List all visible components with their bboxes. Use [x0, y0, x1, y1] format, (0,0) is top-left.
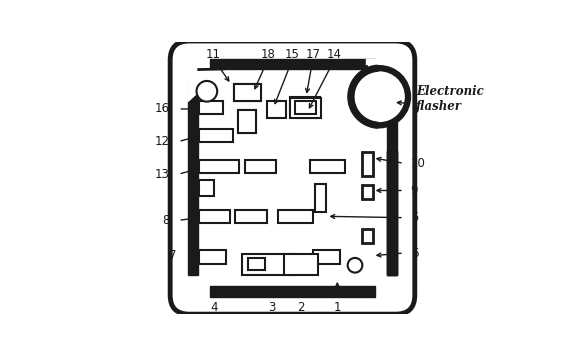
Bar	[210, 59, 376, 69]
Text: Electronic
flasher: Electronic flasher	[416, 85, 484, 113]
Polygon shape	[188, 69, 223, 102]
Bar	[313, 250, 340, 264]
Text: 4: 4	[210, 301, 217, 314]
Bar	[290, 98, 321, 119]
Text: 9: 9	[411, 184, 418, 197]
Bar	[362, 152, 373, 175]
Text: 14: 14	[327, 48, 342, 61]
Bar	[199, 180, 214, 196]
Text: 16: 16	[154, 102, 169, 115]
Bar	[295, 101, 316, 114]
Bar	[387, 80, 397, 275]
Bar	[245, 160, 276, 173]
Bar	[238, 110, 256, 133]
Bar	[188, 80, 198, 275]
FancyBboxPatch shape	[170, 41, 415, 314]
Text: 8: 8	[162, 214, 169, 227]
Text: 17: 17	[305, 48, 320, 61]
Circle shape	[348, 258, 362, 273]
Bar	[199, 101, 223, 114]
Text: 18: 18	[260, 48, 275, 61]
Bar	[242, 253, 295, 275]
Bar	[290, 97, 320, 114]
Bar	[210, 286, 376, 297]
Text: 5: 5	[411, 211, 418, 224]
Bar	[362, 229, 373, 244]
Bar	[362, 185, 373, 199]
Circle shape	[351, 68, 408, 125]
Bar	[285, 253, 319, 275]
Text: 10: 10	[411, 157, 426, 170]
Text: 2: 2	[297, 301, 304, 314]
Bar	[199, 128, 233, 142]
Bar	[267, 101, 286, 119]
Text: 1: 1	[334, 301, 341, 314]
Bar	[387, 151, 397, 275]
Bar	[366, 59, 391, 69]
Text: 6: 6	[411, 246, 418, 259]
Text: 11: 11	[206, 48, 221, 61]
Bar	[365, 70, 380, 76]
Bar	[314, 184, 326, 212]
Bar	[199, 160, 240, 173]
Bar	[234, 84, 262, 101]
Bar	[238, 110, 256, 133]
Bar	[278, 210, 313, 223]
Text: 7: 7	[169, 249, 177, 262]
Text: 13: 13	[155, 168, 169, 181]
Bar	[248, 258, 266, 270]
Text: 15: 15	[285, 48, 300, 61]
Bar	[387, 151, 397, 275]
Circle shape	[196, 81, 217, 102]
Bar	[199, 210, 230, 223]
Text: 12: 12	[154, 135, 169, 148]
Text: 3: 3	[268, 301, 276, 314]
Bar	[310, 160, 346, 173]
Bar	[199, 250, 226, 264]
Bar	[248, 258, 266, 270]
Bar	[236, 210, 267, 223]
Bar	[234, 84, 262, 101]
Bar	[298, 105, 319, 119]
